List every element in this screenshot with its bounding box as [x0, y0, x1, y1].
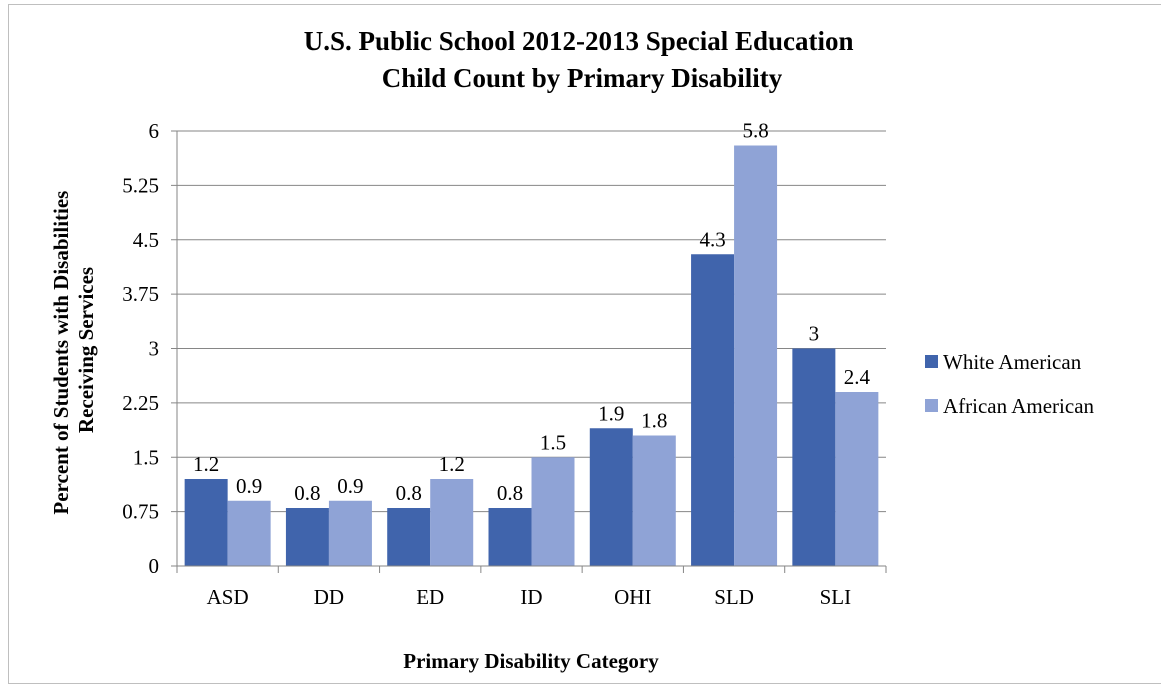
x-tick-label: DD — [314, 585, 344, 609]
chart-title-line-2: Child Count by Primary Disability — [382, 63, 783, 93]
data-label: 4.3 — [699, 227, 725, 251]
bar-dd-series-1 — [285, 508, 329, 566]
x-tick-label: SLD — [714, 585, 754, 609]
y-axis-title-line-1: Percent of Students with Disabilities — [49, 191, 73, 515]
x-tick-label: ASD — [207, 585, 249, 609]
data-label: 1.2 — [193, 452, 219, 476]
y-axis-title: Percent of Students with Disabilities Re… — [49, 185, 98, 514]
data-label: 0.8 — [294, 481, 320, 505]
chart-frame — [8, 4, 1161, 684]
legend: White American African American — [925, 350, 1095, 418]
y-tick-label: 2.25 — [122, 391, 159, 415]
bar-ed-series-2 — [430, 479, 474, 566]
axes — [176, 131, 886, 567]
x-tick-label: SLI — [820, 585, 852, 609]
chart-title: U.S. Public School 2012-2013 Special Edu… — [304, 26, 861, 93]
x-axis-tick-labels: ASD DD ED ID OHI SLD SLI — [176, 566, 887, 609]
data-label: 3 — [809, 322, 820, 346]
bar-asd-series-2 — [227, 500, 271, 566]
bar-sld-series-2 — [734, 145, 778, 566]
data-label: 2.4 — [844, 365, 871, 389]
bar-ohi-series-1 — [589, 428, 633, 566]
legend-label: White American — [943, 350, 1082, 374]
bar-ed-series-1 — [387, 508, 431, 566]
x-axis-title: Primary Disability Category — [403, 649, 659, 673]
bar-id-series-1 — [488, 508, 532, 566]
data-label: 0.8 — [396, 481, 422, 505]
legend-swatch — [925, 399, 938, 412]
data-label: 0.8 — [497, 481, 523, 505]
y-axis-title-line-2: Receiving Services — [74, 267, 98, 433]
gridlines — [177, 130, 886, 513]
bar-asd-series-1 — [184, 479, 228, 566]
y-tick-label: 1.5 — [133, 445, 159, 469]
bar-dd-series-2 — [328, 500, 372, 566]
y-tick-label: 4.5 — [133, 228, 159, 252]
data-label: 1.5 — [540, 430, 566, 454]
data-label: 0.9 — [337, 474, 363, 498]
y-tick-label: 0.75 — [122, 500, 159, 524]
y-tick-label: 5.25 — [122, 173, 159, 197]
data-labels: 1.2 0.9 0.8 0.9 0.8 1.2 0.8 1.5 1.9 1.8 4.3 5.8 3 2.4 — [193, 119, 870, 506]
bars — [184, 145, 879, 566]
legend-swatch — [925, 355, 938, 368]
x-tick-label: OHI — [614, 585, 651, 609]
chart-title-line-1: U.S. Public School 2012-2013 Special Edu… — [304, 26, 854, 56]
x-tick-label: ID — [520, 585, 542, 609]
data-label: 5.8 — [742, 119, 768, 143]
y-tick-label: 0 — [149, 554, 160, 578]
y-tick-label: 3 — [149, 337, 160, 361]
y-tick-label: 3.75 — [122, 282, 159, 306]
y-tick-label: 6 — [149, 119, 160, 143]
data-label: 0.9 — [236, 474, 262, 498]
data-label: 1.9 — [598, 401, 624, 425]
bar-id-series-2 — [531, 457, 575, 566]
bar-sld-series-1 — [691, 254, 735, 566]
legend-label: African American — [943, 394, 1095, 418]
y-axis-tick-labels: 0 0.75 1.5 2.25 3 3.75 4.5 5.25 6 — [122, 119, 177, 578]
bar-sli-series-2 — [835, 392, 879, 566]
data-label: 1.2 — [439, 452, 465, 476]
data-label: 1.8 — [641, 409, 667, 433]
bar-sli-series-1 — [792, 348, 836, 566]
bar-ohi-series-2 — [632, 435, 676, 566]
x-tick-label: ED — [416, 585, 444, 609]
